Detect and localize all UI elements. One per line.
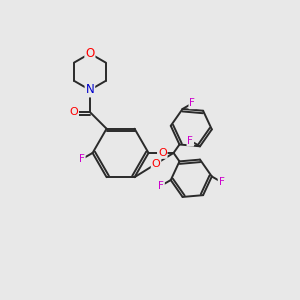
Text: N: N xyxy=(85,83,94,97)
Text: F: F xyxy=(158,181,164,191)
Text: F: F xyxy=(189,98,195,108)
Text: O: O xyxy=(158,148,167,158)
Text: O: O xyxy=(85,47,94,60)
Text: F: F xyxy=(219,177,224,187)
Text: O: O xyxy=(69,107,78,117)
Text: F: F xyxy=(79,154,85,164)
Text: O: O xyxy=(152,159,160,169)
Text: F: F xyxy=(188,136,193,146)
